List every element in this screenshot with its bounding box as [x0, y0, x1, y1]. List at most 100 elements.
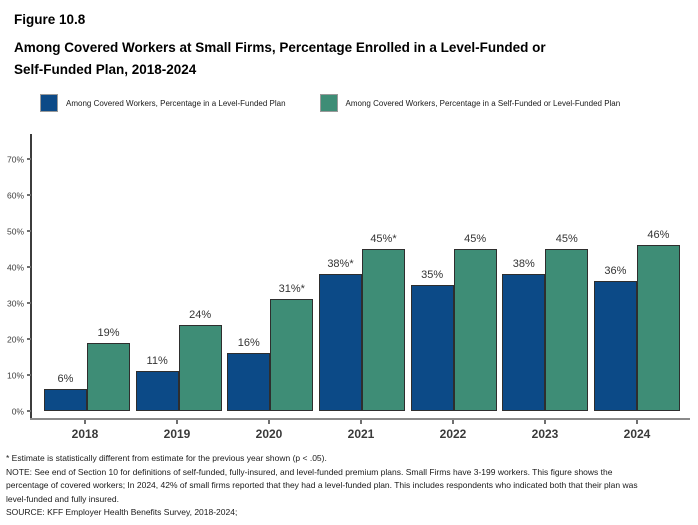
- bar-column: 46%: [636, 229, 680, 411]
- bar-value-label: 36%: [604, 265, 627, 278]
- bar-value-label: 35%: [421, 269, 444, 281]
- x-axis-category: 2021: [318, 420, 404, 441]
- bar-value-label: 38%*: [327, 258, 354, 271]
- bar-group: 38%* 45%*: [318, 233, 405, 411]
- figure-title-line-1: Among Covered Workers at Small Firms, Pe…: [14, 40, 546, 55]
- bar-column: 36%: [593, 265, 637, 411]
- y-axis-tick: [27, 194, 31, 196]
- bar-value-label: 19%: [97, 326, 120, 339]
- bar-level-funded: [318, 274, 362, 411]
- y-axis-tick-label: 70%: [6, 153, 24, 164]
- legend-item-level-funded: Among Covered Workers, Percentage in a L…: [40, 94, 286, 112]
- bar-self-or-level-funded: [270, 299, 314, 411]
- x-axis-line: [30, 418, 690, 420]
- y-axis-tick: [27, 338, 31, 340]
- bar-value-label: 45%: [555, 233, 578, 245]
- bar-self-or-level-funded: [636, 245, 680, 411]
- y-axis-tick: [27, 158, 31, 160]
- x-axis-category: 2022: [410, 420, 496, 441]
- y-axis-tick: [27, 230, 31, 232]
- x-axis-tick: [360, 420, 362, 424]
- footnote-source: SOURCE: KFF Employer Health Benefits Sur…: [6, 507, 238, 517]
- bar-value-label: 46%: [647, 229, 670, 242]
- x-axis-tick-label: 2022: [439, 427, 467, 441]
- legend-label: Among Covered Workers, Percentage in a S…: [345, 98, 621, 108]
- footnote-asterisk: * Estimate is statistically different fr…: [6, 453, 327, 463]
- bar-value-label: 11%: [146, 355, 168, 368]
- x-axis-tick: [636, 420, 638, 424]
- y-axis-tick-label: 50%: [6, 225, 24, 236]
- footnote-note: NOTE: See end of Section 10 for definiti…: [6, 466, 638, 504]
- plot-area: 6% 19% 11% 24% 16% 31%* 38%* 45%* 35% 45% 38% 45% 36…: [7, 134, 690, 418]
- bar-self-or-level-funded: [361, 249, 405, 411]
- y-axis-tick: [27, 410, 31, 412]
- x-axis-category: 2024: [594, 420, 680, 441]
- y-axis-tick: [27, 302, 31, 304]
- x-axis-tick-label: 2023: [531, 427, 559, 441]
- y-axis-tick-label: 0%: [11, 405, 24, 416]
- bar-self-or-level-funded: [178, 324, 222, 411]
- y-axis-tick: [27, 266, 31, 268]
- bar-column: 45%: [545, 233, 589, 411]
- bar-column: 6%: [44, 373, 87, 411]
- bar-column: 31%*: [270, 283, 314, 411]
- bars-row: 6% 19% 11% 24% 16% 31%* 38%* 45%* 35% 45% 38% 45% 36…: [32, 229, 690, 411]
- bar-column: 16%: [227, 337, 271, 411]
- legend: Among Covered Workers, Percentage in a L…: [40, 94, 698, 112]
- bar-value-label: 31%*: [278, 283, 305, 296]
- legend-swatch-level-funded: [40, 94, 58, 112]
- bar-level-funded: [593, 281, 637, 411]
- x-axis-tick-label: 2020: [255, 427, 283, 441]
- x-axis-tick: [544, 420, 546, 424]
- bar-column: 19%: [87, 327, 130, 411]
- bar-column: 38%: [502, 258, 546, 411]
- bar-level-funded: [410, 285, 454, 411]
- x-axis-tick: [176, 420, 178, 424]
- x-axis-tick: [84, 420, 86, 424]
- bar-level-funded: [135, 371, 179, 411]
- bar-group: 11% 24%: [135, 308, 222, 411]
- bar-value-label: 38%: [512, 258, 535, 271]
- chart: 6% 19% 11% 24% 16% 31%* 38%* 45%* 35% 45% 38% 45% 36…: [7, 134, 690, 441]
- legend-item-self-or-level-funded: Among Covered Workers, Percentage in a S…: [319, 94, 621, 112]
- x-axis-labels: 2018 2019 2020 2021 2022 2023 2024: [30, 420, 690, 441]
- y-axis-tick-label: 10%: [6, 369, 24, 380]
- bar-group: 16% 31%*: [227, 283, 314, 411]
- bar-value-label: 16%: [237, 337, 260, 350]
- bar-value-label: 6%: [57, 373, 74, 386]
- title-block: Figure 10.8 Among Covered Workers at Sma…: [0, 0, 698, 81]
- y-axis-tick-label: 20%: [6, 333, 24, 344]
- y-axis-tick: [27, 374, 31, 376]
- bar-self-or-level-funded: [87, 342, 130, 411]
- bar-level-funded: [502, 274, 546, 411]
- x-axis-tick-label: 2019: [163, 427, 191, 441]
- figure-number: Figure 10.8: [14, 12, 86, 27]
- x-axis-category: 2020: [226, 420, 312, 441]
- bar-column: 11%: [135, 355, 179, 411]
- bar-level-funded: [227, 353, 271, 411]
- y-axis-tick-label: 30%: [6, 297, 24, 308]
- bar-group: 36% 46%: [593, 229, 680, 411]
- x-axis-category: 2023: [502, 420, 588, 441]
- bar-value-label: 24%: [189, 308, 212, 321]
- bar-column: 45%: [453, 233, 497, 411]
- y-axis-tick-label: 40%: [6, 261, 24, 272]
- x-axis-category: 2018: [42, 420, 128, 441]
- bar-value-label: 45%*: [370, 233, 397, 245]
- x-axis-tick-label: 2021: [347, 427, 375, 441]
- bar-group: 35% 45%: [410, 233, 497, 411]
- bar-column: 24%: [178, 308, 222, 411]
- bar-self-or-level-funded: [453, 249, 497, 411]
- bar-column: 45%*: [361, 233, 405, 411]
- bar-value-label: 45%: [464, 233, 487, 245]
- legend-label: Among Covered Workers, Percentage in a L…: [66, 98, 286, 108]
- x-axis-tick: [452, 420, 454, 424]
- bar-column: 38%*: [318, 258, 362, 411]
- figure-title-line-2: Self-Funded Plan, 2018-2024: [14, 62, 197, 77]
- x-axis-category: 2019: [134, 420, 220, 441]
- x-axis-tick: [268, 420, 270, 424]
- legend-swatch-self-or-level-funded: [319, 94, 338, 112]
- footnotes: * Estimate is statistically different fr…: [6, 452, 692, 520]
- bar-level-funded: [44, 389, 87, 411]
